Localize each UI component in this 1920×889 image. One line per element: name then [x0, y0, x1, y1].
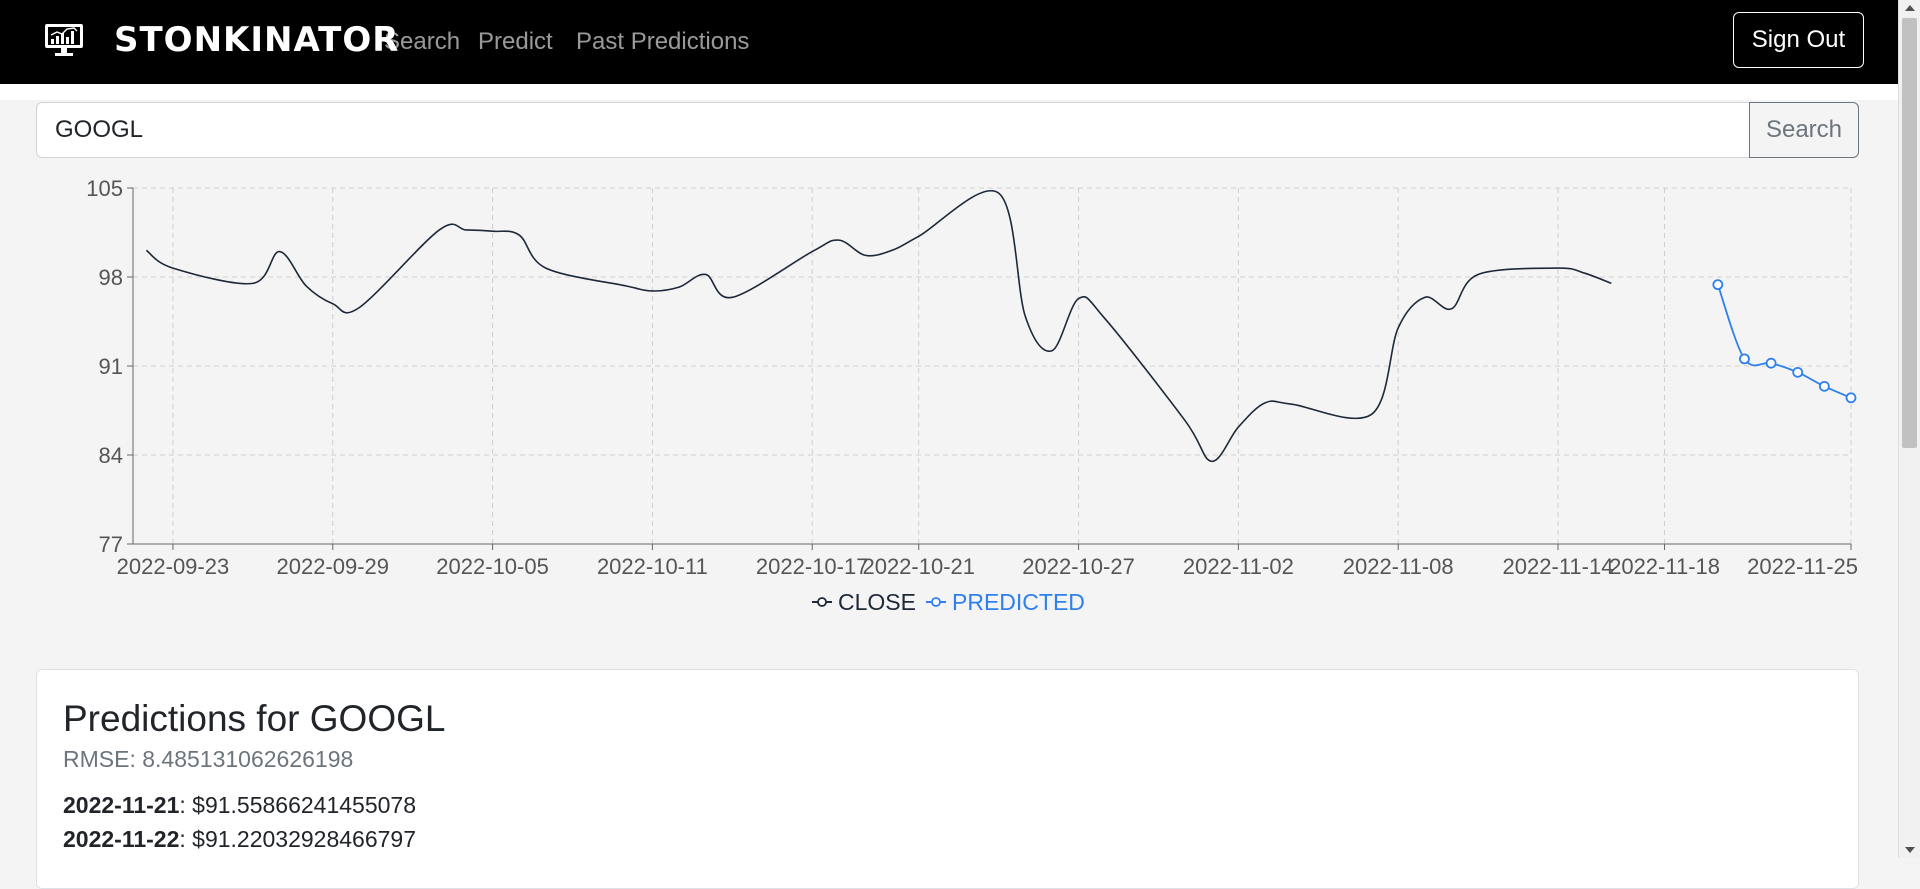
page-scrollbar[interactable]	[1898, 0, 1920, 858]
nav-past-predictions[interactable]: Past Predictions	[576, 28, 750, 55]
x-tick-label: 2022-09-29	[276, 554, 389, 579]
predictions-title: Predictions for GOOGL	[63, 698, 446, 739]
data-point-predicted	[1792, 366, 1804, 378]
data-point-predicted	[1818, 380, 1830, 392]
x-tick-label: 2022-11-02	[1183, 554, 1294, 579]
legend-label-predicted: PREDICTED	[952, 589, 1085, 615]
x-tick-label: 2022-10-17	[756, 554, 869, 579]
nav-predict[interactable]: Predict	[478, 28, 553, 55]
brand-name[interactable]: STONKINATOR	[114, 20, 400, 60]
data-point-predicted	[1712, 279, 1724, 291]
search-button[interactable]: Search	[1749, 102, 1859, 158]
data-point-predicted	[1845, 392, 1857, 404]
scroll-thumb[interactable]	[1902, 18, 1917, 448]
prediction-value: : $91.22032928466797	[179, 826, 417, 852]
series-line-close	[145, 190, 1612, 463]
x-tick-label: 2022-11-14	[1503, 554, 1614, 579]
prediction-row: 2022-11-21: $91.55866241455078	[63, 792, 416, 819]
x-tick-label: 2022-11-25	[1747, 554, 1858, 579]
x-tick-label: 2022-10-27	[1022, 554, 1135, 579]
y-tick-label: 91	[99, 354, 123, 379]
prediction-value: : $91.55866241455078	[179, 792, 417, 818]
data-point-predicted	[1765, 357, 1777, 369]
legend-marker-dot	[817, 597, 827, 607]
y-tick-label: 77	[99, 532, 123, 557]
prediction-date: 2022-11-21	[63, 792, 180, 818]
legend-marker-dot	[931, 597, 941, 607]
data-point-predicted	[1739, 353, 1750, 365]
scroll-down-arrow-icon[interactable]	[1905, 847, 1915, 853]
navbar: STONKINATOR Search Predict Past Predicti…	[0, 0, 1898, 84]
y-tick-label: 98	[99, 265, 123, 290]
predictions-card: Predictions for GOOGL RMSE: 8.4851310626…	[36, 669, 1859, 889]
search-input[interactable]	[36, 102, 1750, 158]
monitor-chart-icon[interactable]	[44, 22, 84, 58]
x-tick-label: 2022-10-21	[862, 554, 975, 579]
scroll-up-arrow-icon[interactable]	[1905, 5, 1915, 11]
nav-search[interactable]: Search	[384, 28, 461, 55]
prediction-date: 2022-11-22	[63, 826, 180, 852]
x-tick-label: 2022-11-08	[1343, 554, 1454, 579]
y-tick-label: 84	[99, 443, 123, 468]
x-tick-label: 2022-10-11	[597, 554, 708, 579]
search-bar: Search	[36, 102, 1859, 158]
x-tick-label: 2022-11-18	[1609, 554, 1720, 579]
x-tick-label: 2022-10-05	[436, 554, 549, 579]
x-tick-label: 2022-09-23	[117, 554, 230, 579]
navbar-spacer	[0, 84, 1898, 100]
y-tick-label: 105	[86, 176, 123, 201]
prediction-row: 2022-11-22: $91.22032928466797	[63, 826, 416, 853]
rmse-value: RMSE: 8.485131062626198	[63, 746, 354, 772]
sign-out-button[interactable]: Sign Out	[1733, 12, 1864, 68]
legend-label-close: CLOSE	[838, 589, 916, 615]
